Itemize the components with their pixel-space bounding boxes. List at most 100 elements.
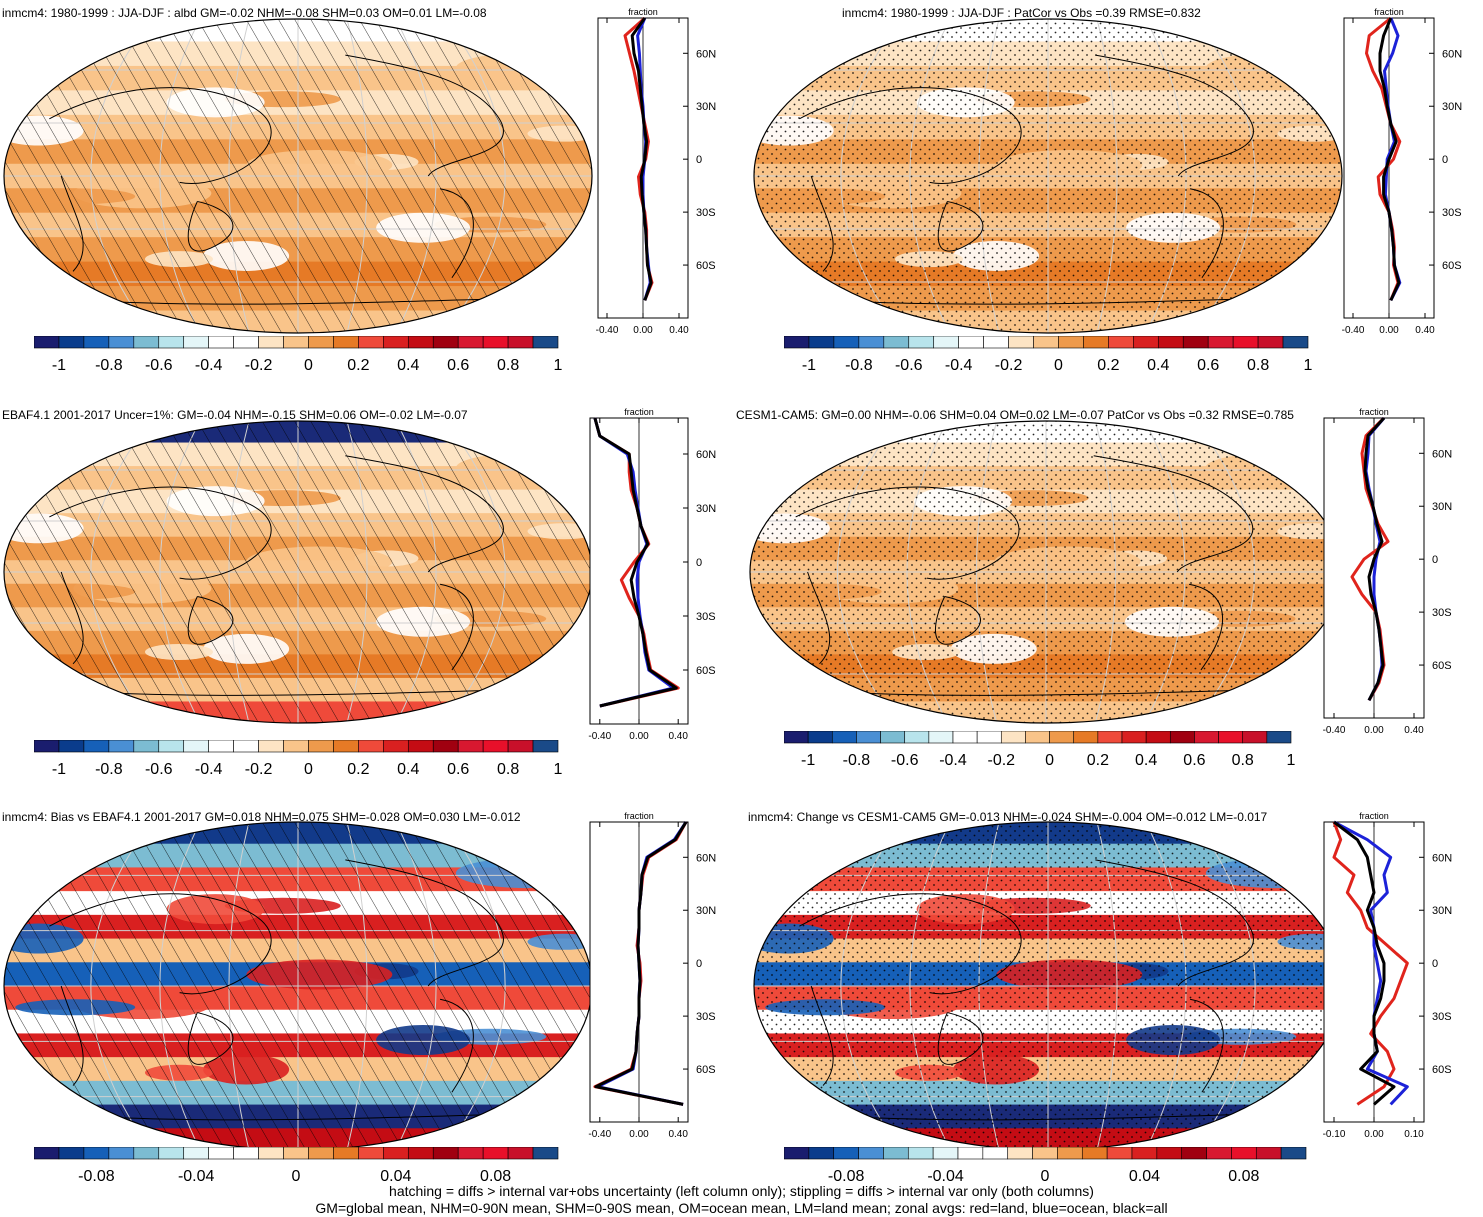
map-region <box>4 456 32 473</box>
colorbar-tick: -0.2 <box>995 357 1023 374</box>
colorbar-swatch <box>1157 336 1184 349</box>
zonal-lat-tick: 60S <box>1432 1064 1452 1076</box>
zonal-x-tick: -0.40 <box>588 1129 611 1140</box>
zonal-series-all <box>1378 17 1401 301</box>
colorbar-tick: 0.2 <box>347 761 369 778</box>
zonal-plot-p4: fraction -0.40 0.00 0.40 60N 30N 0 30S 60S <box>1323 407 1453 736</box>
colorbar-tick: 0.2 <box>1087 752 1109 769</box>
colorbar-swatch <box>883 1147 909 1160</box>
zonal-lat-tick: 60S <box>696 260 716 272</box>
zonal-lat-tick: 0 <box>1432 958 1438 970</box>
colorbar-swatch <box>784 731 809 744</box>
zonal-series-all <box>593 417 678 708</box>
colorbar-swatch <box>1266 731 1292 744</box>
colorbar-swatch <box>1207 336 1234 349</box>
coastline <box>937 1012 984 1065</box>
zonal-axis-label: fraction <box>1359 811 1389 821</box>
zonal-x-tick: 0.40 <box>668 1129 688 1140</box>
coastline <box>934 595 981 645</box>
colorbar-tick: -0.04 <box>178 1168 215 1185</box>
colorbar-tick: -0.6 <box>145 761 173 778</box>
panel-title: inmcm4: Change vs CESM1-CAM5 GM=-0.013 N… <box>748 810 1268 824</box>
colorbar-swatch <box>133 336 160 349</box>
colorbar-swatch <box>183 740 209 753</box>
colorbar-swatch <box>858 336 885 349</box>
zonal-x-tick: -0.10 <box>1323 1129 1346 1140</box>
colorbar-swatch <box>233 1147 259 1160</box>
zonal-x-tick: 0.40 <box>1404 725 1424 736</box>
colorbar-swatch <box>158 1147 185 1160</box>
colorbar-tick: 0.6 <box>1183 752 1205 769</box>
map-outline <box>753 18 1343 334</box>
colorbar-swatch <box>952 731 978 744</box>
colorbar-p1: -1 -0.8 -0.6 -0.4 -0.2 0 0.2 0.4 0.6 0.8 1 <box>34 336 563 374</box>
zonal-axis-label: fraction <box>624 811 654 821</box>
zonal-lat-tick: 30S <box>1432 607 1452 619</box>
zonal-series-all <box>1363 416 1386 702</box>
colorbar-swatch <box>383 740 409 753</box>
colorbar-swatch <box>258 740 284 753</box>
colorbar-swatch <box>904 731 930 744</box>
coastline <box>799 893 1022 995</box>
colorbar-tick: -1 <box>802 357 816 374</box>
colorbar-swatch <box>358 336 384 349</box>
colorbar-swatch <box>133 740 160 753</box>
colorbar-tick: 0.8 <box>497 761 519 778</box>
zonal-lat-tick: 60N <box>1432 448 1452 460</box>
colorbar-tick: -1 <box>52 761 66 778</box>
colorbar-swatch <box>283 336 309 349</box>
colorbar-swatch <box>158 336 185 349</box>
zonal-x-tick: -0.40 <box>1342 325 1365 336</box>
zonal-lat-tick: 60N <box>1432 852 1452 864</box>
colorbar-swatch <box>258 336 284 349</box>
colorbar-tick: -0.6 <box>145 357 173 374</box>
panel-title: CESM1-CAM5: GM=0.00 NHM=-0.06 SHM=0.04 O… <box>736 408 1294 422</box>
colorbar-swatch <box>807 731 833 744</box>
zonal-lat-tick: 60N <box>696 449 716 461</box>
map-p4 <box>749 420 1343 724</box>
colorbar-swatch <box>233 336 259 349</box>
coastline <box>49 87 272 184</box>
colorbar-swatch <box>58 740 85 753</box>
colorbar-swatch <box>1156 1147 1183 1160</box>
colorbar-swatch <box>532 336 559 349</box>
colorbar-tick: 0.6 <box>1197 357 1219 374</box>
colorbar-swatch <box>233 740 259 753</box>
colorbar-swatch <box>358 740 384 753</box>
coastline <box>1189 998 1224 1093</box>
zonal-x-tick: 0.00 <box>629 1129 649 1140</box>
coastline <box>1188 583 1224 671</box>
zonal-x-tick: -0.40 <box>588 731 611 742</box>
colorbar-swatch <box>858 1147 884 1160</box>
zonal-plot-p1: fraction -0.40 0.00 0.40 60N 30N 0 30S 60S <box>596 7 716 336</box>
coastline <box>810 985 834 1086</box>
colorbar-tick: -0.8 <box>843 752 871 769</box>
zonal-x-tick: 0.40 <box>669 325 689 336</box>
zonal-lat-tick: 60N <box>1442 48 1462 60</box>
colorbar-swatch <box>308 740 334 753</box>
colorbar-swatch <box>208 336 234 349</box>
zonal-lat-tick: 30S <box>1432 1011 1452 1023</box>
colorbar-swatch <box>1194 731 1219 744</box>
colorbar-swatch <box>784 1147 810 1160</box>
colorbar-swatch <box>1058 336 1084 349</box>
colorbar-swatch <box>1280 1147 1307 1160</box>
colorbar-tick: 0.2 <box>1097 357 1119 374</box>
colorbar-swatch <box>976 731 1002 744</box>
colorbar-swatch <box>383 336 409 349</box>
colorbar-swatch <box>1025 731 1050 744</box>
zonal-lat-tick: 60S <box>696 665 716 677</box>
colorbar-swatch <box>208 1147 234 1160</box>
colorbar-swatch <box>108 740 135 753</box>
coastline <box>60 985 84 1086</box>
zonal-lat-tick: 0 <box>1442 154 1448 166</box>
colorbar-tick: -0.2 <box>245 357 273 374</box>
colorbar-tick: -0.4 <box>945 357 973 374</box>
colorbar-tick: -1 <box>801 752 815 769</box>
colorbar-tick: 0.08 <box>480 1168 511 1185</box>
zonal-series-ocean <box>1333 820 1409 1106</box>
colorbar-swatch <box>958 336 984 349</box>
colorbar-tick: 0.04 <box>380 1168 411 1185</box>
colorbar-swatch <box>1206 1147 1232 1160</box>
colorbar-swatch <box>333 1147 359 1160</box>
